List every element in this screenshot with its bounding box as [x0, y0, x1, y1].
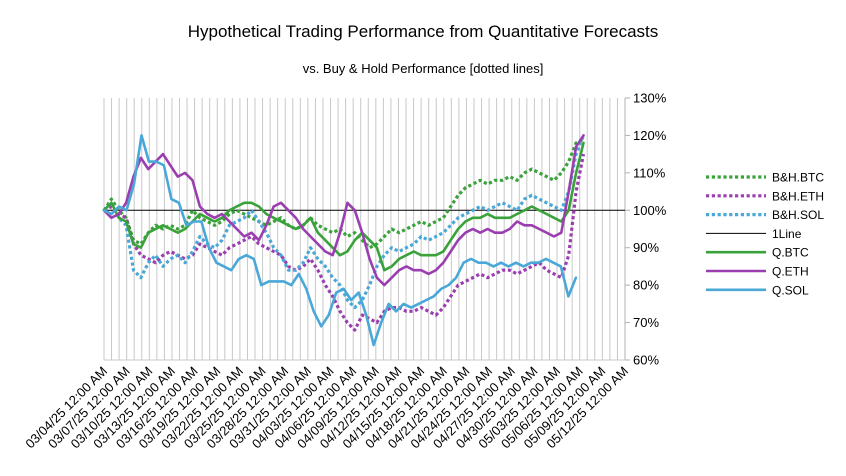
legend-label: B&H.BTC: [772, 171, 824, 185]
legend-label: 1Line: [772, 227, 802, 241]
legend-label: Q.BTC: [772, 246, 809, 260]
series-line-b-h-eth: [103, 153, 586, 332]
y-tick-label: 90%: [633, 240, 659, 255]
chart-subtitle: vs. Buy & Hold Performance [dotted lines…: [303, 61, 544, 76]
legend-label: Q.ETH: [772, 265, 809, 279]
series-line-q-btc: [102, 141, 585, 272]
series-layer: [102, 134, 625, 347]
legend-label: B&H.ETH: [772, 189, 824, 203]
legend-label: B&H.SOL: [772, 208, 824, 222]
legend: B&H.BTC B&H.ETH B&H.SOL 1Line Q.BTC Q.ETH Q.SO…: [706, 171, 824, 297]
y-tick-label: 80%: [633, 278, 659, 293]
y-tick-label: 60%: [633, 353, 659, 368]
series-line-b-h-btc: [102, 137, 585, 250]
y-tick-label: 130%: [633, 91, 667, 106]
legend-label: Q.SOL: [772, 283, 809, 297]
y-tick-label: 120%: [633, 128, 667, 143]
y-tick-label: 70%: [633, 315, 659, 330]
series-line-q-sol: [102, 134, 578, 347]
series-line-q-eth: [102, 134, 585, 287]
y-axis: 60% 70% 80% 90% 100% 110% 120% 130%: [624, 91, 667, 368]
y-tick-label: 110%: [633, 165, 666, 180]
series-line-b-h-sol: [102, 134, 585, 310]
y-tick-label: 100%: [633, 203, 667, 218]
chart-title: Hypothetical Trading Performance from Qu…: [188, 22, 659, 41]
